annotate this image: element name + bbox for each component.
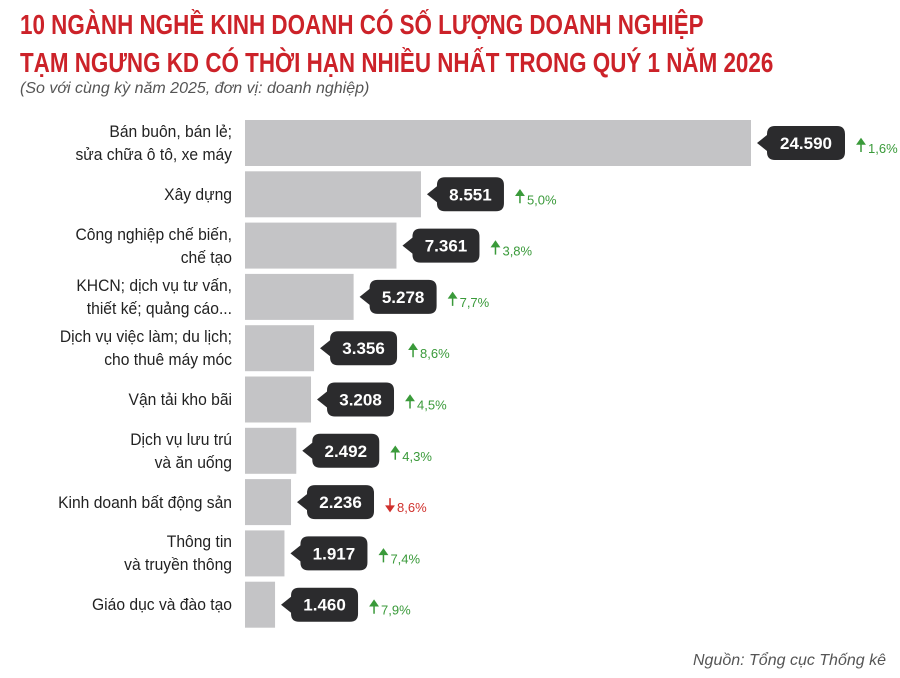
value-bubble — [320, 331, 398, 366]
value-bubble — [297, 485, 375, 520]
change-label: 7,7% — [460, 295, 490, 310]
bar — [245, 171, 421, 218]
value-label: 2.492 — [325, 442, 368, 461]
bar — [245, 325, 315, 372]
value-label: 1.917 — [313, 544, 356, 563]
value-label: 3.356 — [342, 339, 385, 358]
value-label: 5.278 — [382, 288, 425, 307]
category-label: Dịch vụ việc làm; du lịch; cho thuê máy … — [59, 327, 232, 370]
category-label: Thông tin và truyền thông — [124, 532, 232, 575]
category-label: Bán buôn, bán lẻ; sửa chữa ô tô, xe máy — [75, 122, 232, 164]
value-label: 24.590 — [780, 134, 832, 153]
value-label: 1.460 — [303, 596, 346, 615]
chart-title: 10 NGÀNH NGHỀ KINH DOANH CÓ SỐ LƯỢNG DOA… — [20, 9, 774, 78]
change-arrow — [390, 445, 401, 460]
category-label: Giáo dục và đào tạo — [92, 595, 232, 615]
change-arrow — [856, 137, 866, 152]
bar — [245, 273, 354, 320]
category-label: Kinh doanh bất động sản — [58, 492, 233, 512]
value-bubble — [290, 536, 368, 571]
category-label: KHCN; dịch vụ tư vấn, thiết kế; quảng cá… — [76, 275, 232, 318]
chart-subtitle: (So với cùng kỳ năm 2025, đơn vị: doanh … — [20, 80, 370, 97]
source: Nguồn: Tổng cục Thống kê — [692, 652, 886, 669]
change-label: 8,6% — [420, 346, 450, 361]
bar — [245, 120, 751, 166]
category-label: Công nghiệp chế biến, chế tạo — [75, 224, 232, 267]
bar — [245, 427, 297, 474]
change-arrow — [515, 188, 525, 204]
value-bubble — [402, 228, 480, 263]
value-label: 3.208 — [339, 391, 382, 410]
change-label: 7,4% — [390, 551, 420, 566]
value-label: 2.236 — [319, 493, 362, 512]
value-label: 7.361 — [425, 237, 468, 256]
bar — [245, 222, 397, 269]
value-bubble — [359, 279, 437, 314]
bar — [245, 479, 292, 526]
value-bubble — [281, 587, 359, 622]
change-arrow — [405, 394, 415, 409]
change-label: 1,6% — [868, 141, 898, 156]
bar — [245, 581, 276, 628]
value-bubble — [317, 382, 395, 417]
change-label: 8,6% — [397, 500, 427, 515]
category-label: Xây dựng — [164, 184, 232, 204]
category-label: Vận tải kho bãi — [128, 390, 232, 409]
change-label: 5,0% — [527, 192, 557, 207]
change-arrow — [385, 498, 395, 513]
change-label: 4,3% — [402, 449, 432, 464]
value-bubble — [426, 177, 504, 212]
change-arrow — [408, 342, 418, 358]
change-label: 7,9% — [381, 603, 411, 618]
change-arrow — [369, 599, 379, 614]
bar — [245, 376, 312, 423]
change-arrow — [378, 548, 389, 563]
change-arrow — [447, 291, 458, 306]
change-arrow — [490, 240, 501, 255]
change-label: 3,8% — [502, 244, 532, 259]
bar — [245, 530, 285, 577]
change-label: 4,5% — [417, 398, 447, 413]
value-label: 8.551 — [449, 185, 492, 204]
value-bubble — [757, 126, 845, 160]
value-bubble — [302, 433, 380, 468]
category-label: Dịch vụ lưu trú và ăn uống — [130, 429, 232, 472]
